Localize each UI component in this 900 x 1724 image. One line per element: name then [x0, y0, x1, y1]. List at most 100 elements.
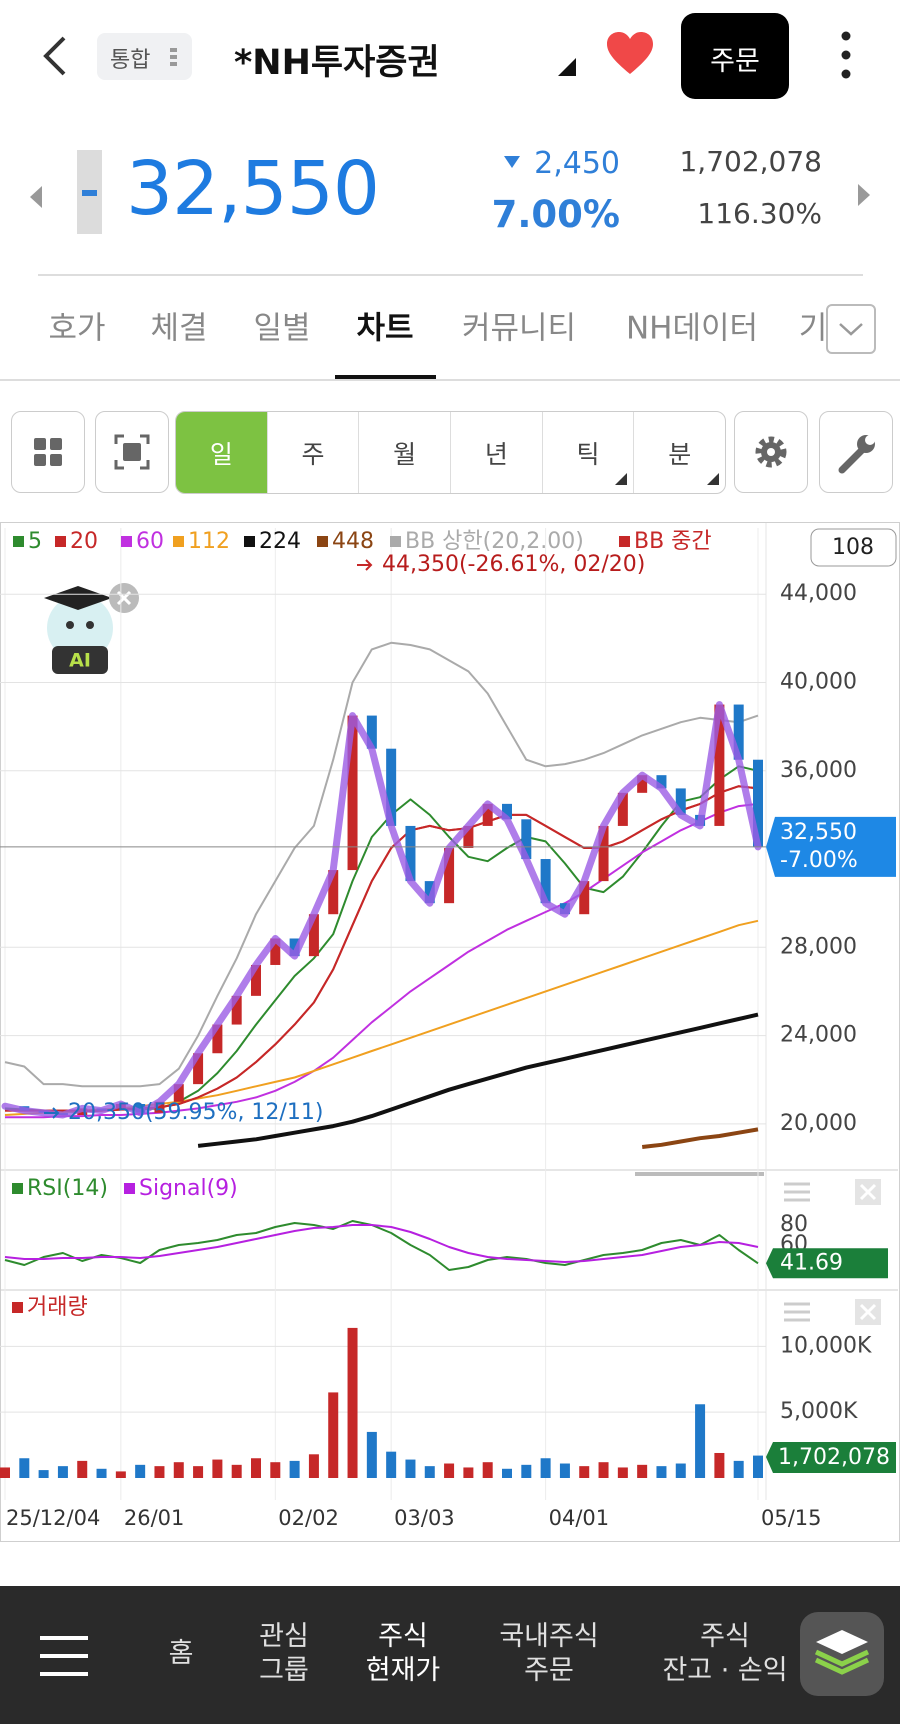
nav-item[interactable]: 주식 잔고 · 손익: [662, 1620, 787, 1688]
ai-badge: AI: [69, 650, 91, 672]
badge-text: 통합: [110, 48, 151, 73]
legend-swatch: [13, 536, 24, 547]
chart: 108 AI 25/12/04 26/01 02/02 03/03 04/01 05/15…: [0, 523, 898, 1530]
y-tick-label: 24,000: [780, 1023, 857, 1048]
prev-stock[interactable]: [26, 184, 46, 210]
candle: [521, 819, 532, 860]
low-annotation: 20,350(59.95%, 12/11): [68, 1100, 323, 1125]
series-line: [4, 1220, 759, 1271]
favorite-heart[interactable]: [605, 30, 655, 78]
volume-bar: [405, 1459, 416, 1478]
legend-swatch: [244, 536, 255, 547]
candle: [328, 870, 339, 915]
back-button[interactable]: [36, 32, 76, 80]
volume-bar: [347, 1327, 358, 1478]
candle: [347, 715, 358, 871]
badge-icon: [170, 48, 177, 52]
price-tag-change: -7.00%: [780, 848, 858, 873]
tab[interactable]: NH데이터: [625, 310, 759, 347]
volume-bar: [598, 1462, 609, 1478]
legend-swatch: [121, 536, 132, 547]
layout-button[interactable]: [11, 411, 85, 493]
period-button[interactable]: 일: [176, 412, 267, 493]
volume-bar: [308, 1454, 319, 1478]
volume-bar: [753, 1455, 763, 1478]
nav-item[interactable]: 주식 현재가: [366, 1620, 441, 1688]
volume-ratio: 116.30%: [697, 197, 822, 230]
tab-more[interactable]: [826, 304, 876, 354]
mascot-cap: [44, 586, 112, 610]
panel-close-x: [859, 1183, 877, 1201]
nav-item[interactable]: 국내주식 주문: [499, 1620, 598, 1688]
period-label: 틱: [576, 439, 600, 469]
indicator-box[interactable]: [810, 528, 897, 567]
y-tick-label: 40,000: [780, 669, 857, 694]
tab-underline: [335, 375, 436, 379]
legend-label: BB 상한(20,2.00): [405, 529, 584, 554]
tab[interactable]: 일별: [253, 310, 311, 347]
series-line: [641, 1127, 759, 1149]
legend-label: 448: [332, 529, 374, 554]
fullscreen-button[interactable]: [95, 411, 169, 493]
menu-button[interactable]: [38, 1634, 90, 1678]
legend-label: Signal(9): [139, 1176, 238, 1201]
nav-item[interactable]: 홈: [169, 1637, 194, 1671]
nav-label: 주문: [524, 1655, 574, 1686]
more-menu[interactable]: [836, 30, 856, 82]
tool-button[interactable]: [819, 411, 893, 493]
tab[interactable]: 커뮤니티: [461, 310, 577, 347]
candle: [617, 792, 628, 826]
period-button[interactable]: 분: [633, 412, 725, 493]
candle: [733, 704, 744, 760]
volume-bar: [231, 1464, 242, 1478]
stock-title[interactable]: *NH투자증권: [234, 43, 440, 83]
high-annotation: 44,350(-26.61%, 02/20): [382, 552, 645, 577]
period-button[interactable]: 틱: [541, 412, 634, 493]
tab[interactable]: 기: [798, 310, 826, 347]
candle: [135, 1104, 146, 1113]
legend-swatch: [619, 536, 630, 547]
period-button[interactable]: 년: [450, 412, 542, 493]
market-badge[interactable]: 통합: [97, 33, 192, 80]
settings-button[interactable]: [734, 411, 808, 493]
period-label: 주: [301, 439, 325, 469]
rsi-tag-value: 41.69: [780, 1250, 843, 1275]
tab-divider: [0, 379, 900, 381]
price-tag: [766, 816, 896, 877]
candle: [212, 1024, 223, 1054]
volume-bar: [96, 1468, 107, 1478]
period-button[interactable]: 월: [358, 412, 450, 493]
volume-bar: [540, 1458, 551, 1478]
next-stock[interactable]: [854, 182, 874, 208]
bottom-nav: 홈 관심 그룹 주식 현재가 국내주식 주문 주식 잔고 · 손익: [0, 1586, 900, 1724]
tab[interactable]: 체결: [150, 310, 208, 347]
candle: [714, 704, 725, 826]
candle: [231, 995, 242, 1025]
current-price: 32,550: [126, 146, 380, 232]
candle: [193, 1053, 204, 1085]
legend-swatch: [390, 536, 401, 547]
period-button[interactable]: 주: [266, 412, 359, 493]
candle: [656, 775, 667, 789]
tab[interactable]: 차트: [356, 310, 414, 347]
y-tick-label: 10,000K: [780, 1333, 872, 1358]
ai-mascot[interactable]: AI: [44, 583, 139, 674]
title-dropdown[interactable]: [556, 56, 578, 78]
x-tick-label: 05/15: [761, 1506, 822, 1530]
period-label: 일: [209, 439, 233, 469]
volume-bar: [38, 1470, 49, 1478]
nav-item[interactable]: 관심 그룹: [259, 1620, 309, 1688]
order-text: 주문: [710, 46, 760, 77]
mascot-eye: [86, 621, 94, 629]
panel-menu-icon: [784, 1182, 810, 1202]
tab[interactable]: 호가: [48, 310, 106, 347]
y-tick-label: 44,000: [780, 581, 857, 606]
layer-button[interactable]: [800, 1612, 884, 1696]
candle: [579, 881, 590, 915]
volume-bar: [637, 1464, 648, 1478]
period-label: 월: [393, 439, 417, 469]
nav-label: 잔고 · 손익: [662, 1655, 788, 1686]
order-button[interactable]: 주문: [681, 13, 789, 99]
